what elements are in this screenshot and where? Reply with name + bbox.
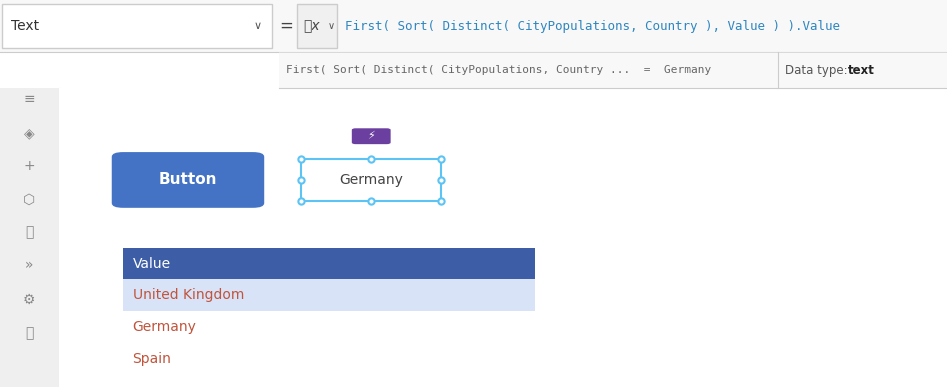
FancyBboxPatch shape: [301, 159, 441, 201]
Text: Germany: Germany: [339, 173, 403, 187]
Text: =: =: [279, 17, 293, 35]
FancyBboxPatch shape: [123, 248, 535, 279]
Text: text: text: [848, 63, 874, 77]
Text: +: +: [24, 159, 35, 173]
Text: Data type:: Data type:: [785, 63, 851, 77]
Text: »: »: [26, 258, 33, 272]
Text: ⌕: ⌕: [26, 326, 33, 340]
Text: ∨: ∨: [328, 21, 335, 31]
Text: Text: Text: [11, 19, 40, 33]
FancyBboxPatch shape: [279, 52, 947, 88]
FancyBboxPatch shape: [352, 128, 391, 144]
Text: ⚙: ⚙: [23, 293, 36, 307]
Text: ∨: ∨: [254, 21, 261, 31]
Text: Button: Button: [159, 173, 217, 187]
Text: Germany: Germany: [133, 320, 196, 334]
FancyBboxPatch shape: [2, 4, 272, 48]
Text: 𝑓x: 𝑓x: [303, 19, 320, 33]
Text: First( Sort( Distinct( CityPopulations, Country ), Value ) ).Value: First( Sort( Distinct( CityPopulations, …: [345, 20, 840, 33]
Text: Value: Value: [133, 257, 170, 271]
FancyBboxPatch shape: [297, 4, 337, 48]
FancyBboxPatch shape: [59, 88, 947, 387]
Text: ⬜: ⬜: [26, 225, 33, 239]
FancyBboxPatch shape: [0, 0, 947, 52]
Text: United Kingdom: United Kingdom: [133, 288, 244, 302]
FancyBboxPatch shape: [0, 88, 59, 387]
Text: ◈: ◈: [24, 127, 35, 140]
Text: Spain: Spain: [133, 352, 171, 366]
Text: ⚡: ⚡: [367, 131, 375, 141]
FancyBboxPatch shape: [112, 152, 264, 208]
Text: ≡: ≡: [24, 92, 35, 106]
Text: First( Sort( Distinct( CityPopulations, Country ...  =  Germany: First( Sort( Distinct( CityPopulations, …: [286, 65, 711, 75]
Text: ⬡: ⬡: [24, 192, 35, 206]
FancyBboxPatch shape: [123, 279, 535, 311]
